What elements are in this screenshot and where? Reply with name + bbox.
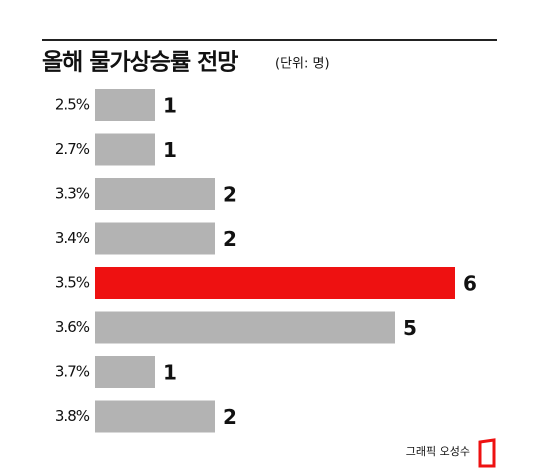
value-label: 5 — [403, 316, 417, 340]
value-label: 2 — [223, 405, 237, 429]
bar — [95, 356, 155, 388]
category-label: 3.5% — [55, 274, 90, 292]
value-label: 1 — [163, 361, 177, 385]
bar — [95, 311, 395, 344]
bar — [95, 178, 215, 210]
value-label: 1 — [163, 94, 177, 118]
category-label: 3.8% — [55, 407, 90, 425]
bar — [95, 89, 155, 121]
chart-subtitle: (단위: 명) — [275, 57, 330, 72]
value-label: 1 — [163, 138, 177, 162]
chart-title: 올해 물가상승률 전망 — [42, 50, 238, 76]
bar — [95, 400, 215, 433]
bar — [95, 267, 455, 299]
category-label: 3.7% — [55, 363, 90, 381]
category-label: 3.6% — [55, 318, 90, 336]
credit: 그래픽 오성수 — [406, 445, 470, 458]
logo — [478, 438, 496, 468]
value-label: 2 — [223, 183, 237, 207]
category-label: 2.7% — [55, 140, 90, 158]
category-label: 3.4% — [55, 229, 90, 247]
value-label: 6 — [463, 272, 477, 296]
category-label: 3.3% — [55, 185, 90, 203]
bar — [95, 222, 215, 255]
value-label: 2 — [223, 227, 237, 251]
category-label: 2.5% — [55, 96, 90, 114]
bar — [95, 133, 155, 166]
